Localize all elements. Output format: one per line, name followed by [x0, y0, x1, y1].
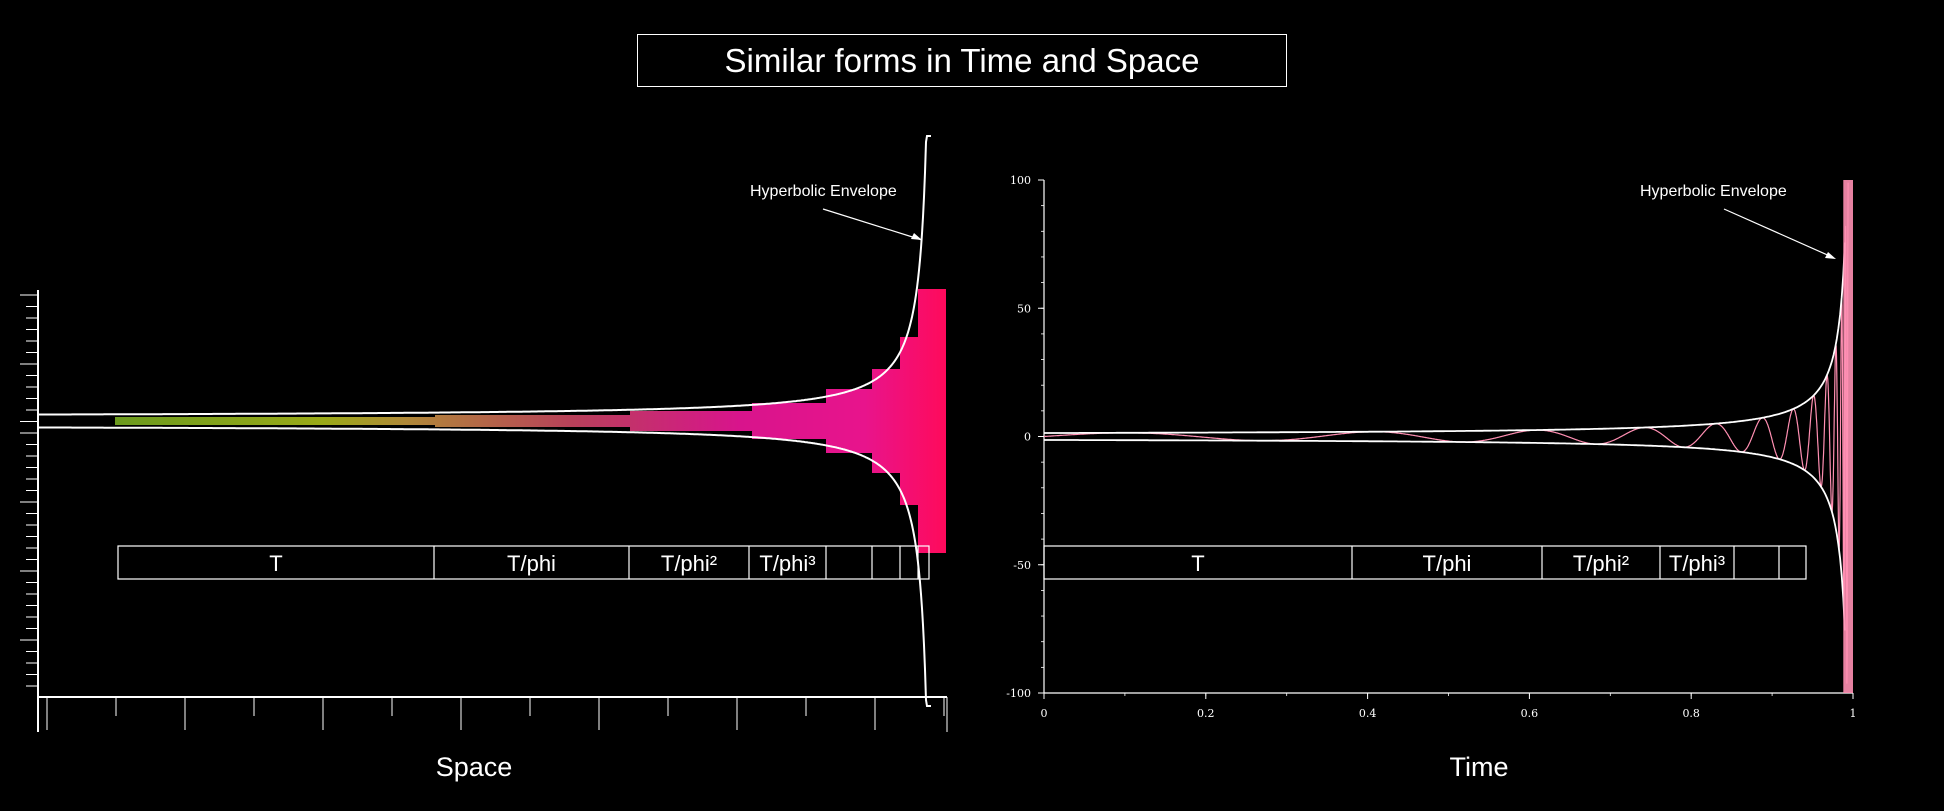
time-x-tick-label: 0.4 [1359, 707, 1377, 720]
time-period-label: T/phi [1423, 551, 1472, 576]
space-fill-block [630, 411, 752, 431]
space-x-axis-label: Space [436, 752, 513, 782]
time-y-tick-label: 50 [1017, 302, 1031, 315]
time-x-tick-label: 0.8 [1682, 707, 1700, 720]
space-fill-block [900, 337, 918, 505]
space-period-label: T [269, 551, 282, 576]
space-fill-block [752, 403, 826, 439]
time-x-tick-label: 0.6 [1521, 707, 1539, 720]
time-period-label: T [1191, 551, 1204, 576]
time-y-tick-label: 100 [1010, 174, 1031, 187]
space-period-label: T/phi [507, 551, 556, 576]
time-chart: 100 50 0 -50 -100 0 0.2 0.4 0.6 0.8 1 T T/phi T/phi²… [1006, 174, 1856, 782]
time-x-tick-label: 1 [1850, 707, 1857, 720]
space-fill-block [115, 417, 435, 425]
chart-title: Similar forms in Time and Space [637, 34, 1287, 87]
time-annotation-arrowhead [1825, 252, 1836, 259]
time-x-tick-label: 0.2 [1197, 707, 1215, 720]
space-period-label: T/phi² [661, 551, 717, 576]
time-envelope-upper [1044, 242, 1846, 434]
time-y-tick-label: -50 [1013, 559, 1031, 572]
time-x-axis-label: Time [1450, 752, 1509, 782]
space-envelope-upper [38, 135, 931, 416]
space-annotation-arrowhead [911, 233, 922, 240]
space-period-bar: T T/phi T/phi² T/phi³ [117, 545, 930, 580]
space-annotation-arrow [822, 208, 923, 241]
time-envelope-lower [1044, 439, 1846, 631]
space-period-label: T/phi³ [759, 551, 815, 576]
space-axes [20, 290, 948, 732]
time-period-label: T/phi³ [1669, 551, 1725, 576]
time-period-frame [1043, 545, 1807, 580]
time-annotation: Hyperbolic Envelope [1640, 183, 1787, 200]
space-envelope-lower [38, 426, 931, 707]
time-period-bar: T T/phi T/phi² T/phi³ [1043, 545, 1807, 580]
space-stepped-fill [115, 289, 946, 553]
space-period-frame [117, 545, 930, 580]
time-annotation-arrow [1723, 208, 1833, 258]
time-x-tick-label: 0 [1041, 707, 1048, 720]
space-fill-block [826, 389, 872, 453]
time-y-tick-label: 0 [1024, 431, 1031, 444]
space-annotation: Hyperbolic Envelope [750, 183, 897, 200]
time-axes: 100 50 0 -50 -100 0 0.2 0.4 0.6 0.8 1 [1006, 174, 1856, 720]
time-period-label: T/phi² [1573, 551, 1629, 576]
space-fill-block [435, 415, 630, 427]
space-fill-block [918, 289, 946, 553]
time-y-tick-label: -100 [1006, 687, 1031, 700]
time-dense-oscillation [1843, 180, 1853, 693]
space-fill-block [872, 369, 900, 473]
space-chart: T T/phi T/phi² T/phi³ Hyperbolic Envelope S… [20, 135, 948, 782]
